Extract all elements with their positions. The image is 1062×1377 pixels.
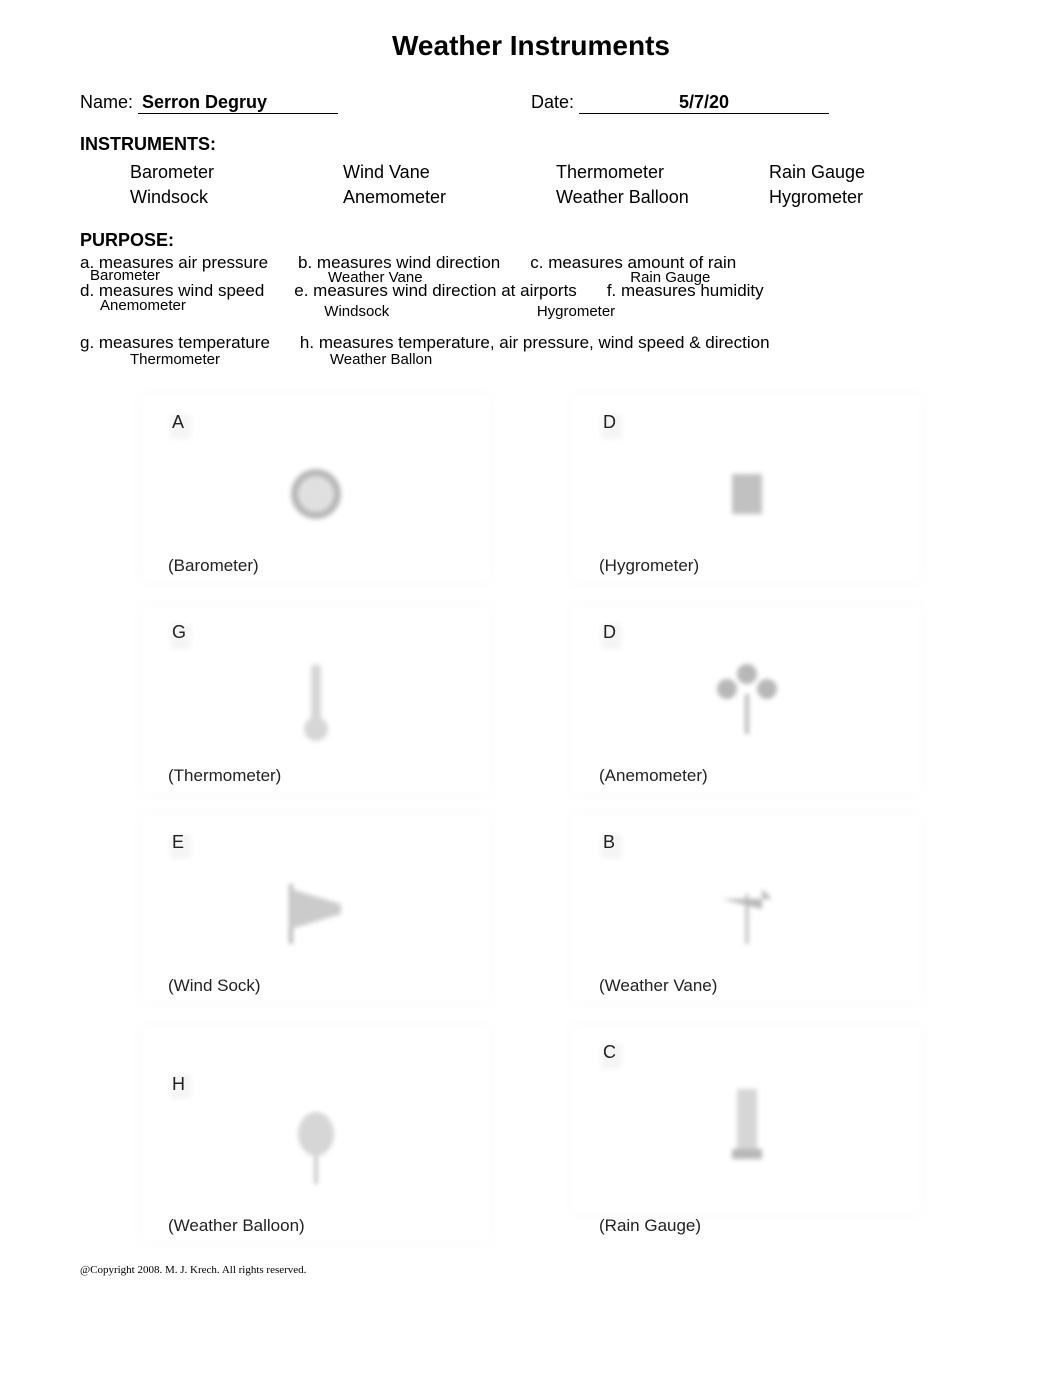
name-label: Name: — [80, 92, 133, 112]
purpose-block: a. measures air pressure Barometer b. me… — [80, 251, 982, 354]
card-label: (Thermometer) — [168, 766, 281, 786]
card-letter: H — [172, 1074, 185, 1095]
windsock-icon — [150, 864, 481, 964]
purpose-heading: PURPOSE: — [80, 230, 982, 251]
card-label: (Weather Vane) — [599, 976, 717, 996]
card: C (Rain Gauge) — [571, 1024, 922, 1244]
card: H (Weather Balloon) — [140, 1024, 491, 1244]
card-letter: A — [172, 412, 184, 433]
card-letter: E — [172, 832, 184, 853]
barometer-icon — [150, 444, 481, 544]
purpose-f-answer: Hygrometer — [537, 301, 615, 322]
instrument-item: Wind Vane — [343, 160, 556, 185]
anemometer-icon — [581, 654, 912, 754]
card-label: (Rain Gauge) — [599, 1216, 701, 1236]
purpose-h-answer: Weather Ballon — [330, 349, 432, 370]
thermometer-icon — [150, 654, 481, 754]
card-letter: C — [603, 1042, 616, 1063]
card: A (Barometer) — [140, 394, 491, 584]
card-letter: D — [603, 622, 616, 643]
copyright-text: @Copyright 2008. M. J. Krech. All rights… — [80, 1264, 982, 1276]
card: B (Weather Vane) — [571, 814, 922, 1004]
instrument-item: Thermometer — [556, 160, 769, 185]
card-letter: D — [603, 412, 616, 433]
instrument-item: Rain Gauge — [769, 160, 982, 185]
instrument-item: Windsock — [130, 185, 343, 210]
page-title: Weather Instruments — [80, 30, 982, 62]
card-letter: B — [603, 832, 615, 853]
instrument-item: Anemometer — [343, 185, 556, 210]
purpose-e-answer: Windsock — [324, 301, 389, 322]
purpose-f: f. measures humidity — [607, 281, 764, 300]
hygrometer-icon — [581, 444, 912, 544]
card: E (Wind Sock) — [140, 814, 491, 1004]
card-label: (Barometer) — [168, 556, 259, 576]
card-label: (Weather Balloon) — [168, 1216, 305, 1236]
card: D (Anemometer) — [571, 604, 922, 794]
card-label: (Anemometer) — [599, 766, 708, 786]
purpose-d-answer: Anemometer — [100, 295, 186, 316]
purpose-e: e. measures wind direction at airports — [294, 281, 577, 300]
match-grid: A (Barometer) D (Hygrometer) G (Thermome… — [140, 394, 922, 1244]
card-label: (Wind Sock) — [168, 976, 261, 996]
name-value: Serron Degruy — [138, 92, 338, 114]
instruments-heading: INSTRUMENTS: — [80, 134, 982, 155]
card: D (Hygrometer) — [571, 394, 922, 584]
instruments-grid: Barometer Wind Vane Thermometer Rain Gau… — [130, 160, 982, 210]
card-label: (Hygrometer) — [599, 556, 699, 576]
date-label: Date: — [531, 92, 574, 112]
card-letter: G — [172, 622, 186, 643]
date-value: 5/7/20 — [579, 92, 829, 114]
weather-balloon-icon — [150, 1104, 481, 1204]
instrument-item: Barometer — [130, 160, 343, 185]
header-row: Name: Serron Degruy Date: 5/7/20 — [80, 92, 982, 114]
instrument-item: Hygrometer — [769, 185, 982, 210]
weather-vane-icon — [581, 864, 912, 964]
instrument-item: Weather Balloon — [556, 185, 769, 210]
purpose-g-answer: Thermometer — [130, 349, 220, 370]
rain-gauge-icon — [581, 1074, 912, 1174]
card: G (Thermometer) — [140, 604, 491, 794]
